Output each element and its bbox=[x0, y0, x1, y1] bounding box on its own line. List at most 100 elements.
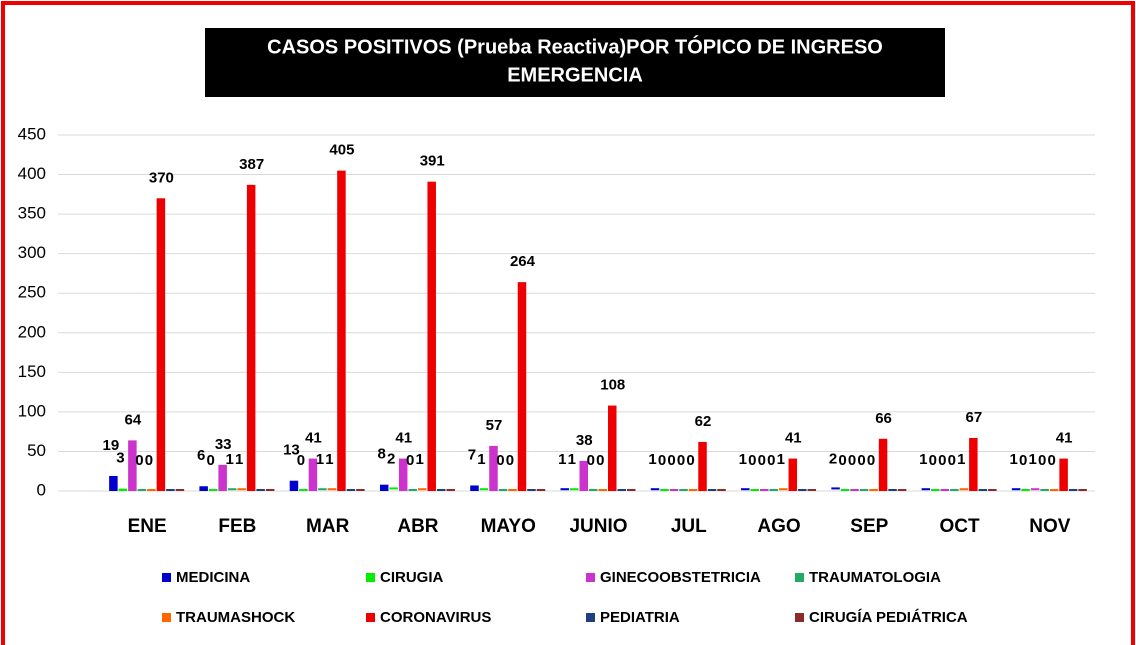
x-tick-label: MAYO bbox=[481, 516, 536, 537]
data-label: 33 bbox=[215, 436, 232, 453]
y-tick-label: 300 bbox=[18, 243, 46, 262]
data-label: 0 bbox=[596, 452, 604, 469]
bar bbox=[627, 489, 636, 491]
bar bbox=[741, 488, 750, 491]
bar bbox=[536, 489, 546, 491]
bar bbox=[479, 488, 489, 491]
data-label: 370 bbox=[149, 169, 174, 186]
data-label: 41 bbox=[785, 430, 802, 447]
x-tick-label: JUNIO bbox=[569, 516, 627, 537]
bar bbox=[436, 489, 446, 491]
legend-swatch bbox=[586, 573, 595, 582]
bar bbox=[608, 405, 617, 491]
bar bbox=[1040, 489, 1049, 491]
x-tick-label: ABR bbox=[397, 516, 438, 537]
data-label: 6 bbox=[197, 447, 205, 464]
data-label: 1 bbox=[225, 451, 233, 468]
bar bbox=[389, 487, 398, 490]
legend-label: CORONAVIRUS bbox=[380, 609, 491, 626]
bar bbox=[560, 488, 569, 491]
legend-label: CIRUGIA bbox=[380, 569, 444, 586]
x-tick-label: NOV bbox=[1029, 516, 1071, 537]
data-label: 1 bbox=[957, 451, 965, 468]
bar bbox=[408, 489, 417, 491]
bar bbox=[337, 170, 346, 491]
bar bbox=[831, 487, 840, 490]
bar bbox=[888, 489, 897, 491]
data-label: 391 bbox=[420, 153, 445, 170]
y-tick-label: 250 bbox=[18, 283, 46, 302]
data-label: 1 bbox=[1028, 451, 1036, 468]
legend-swatch bbox=[795, 613, 804, 622]
legend-label: MEDICINA bbox=[176, 569, 250, 586]
bar bbox=[246, 184, 256, 491]
legend-swatch bbox=[795, 573, 804, 582]
data-label: 66 bbox=[875, 410, 892, 427]
bar bbox=[256, 489, 265, 491]
bar bbox=[265, 489, 275, 491]
bar bbox=[669, 489, 679, 491]
data-label: 108 bbox=[600, 377, 625, 394]
y-tick-label: 0 bbox=[37, 480, 46, 499]
data-label: 1 bbox=[477, 451, 485, 468]
bar bbox=[118, 488, 128, 491]
bar bbox=[1049, 489, 1059, 491]
data-label: 67 bbox=[965, 409, 982, 426]
data-label: 57 bbox=[486, 417, 503, 434]
bar bbox=[798, 489, 807, 491]
legend-swatch bbox=[366, 613, 375, 622]
bar bbox=[379, 484, 389, 491]
x-tick-label: MAR bbox=[306, 516, 350, 537]
data-label: 0 bbox=[587, 452, 595, 469]
bar bbox=[679, 489, 688, 491]
data-label: 0 bbox=[667, 452, 675, 469]
data-label: 0 bbox=[496, 452, 504, 469]
bar bbox=[760, 489, 769, 491]
bar bbox=[859, 489, 869, 491]
data-label: 0 bbox=[857, 452, 865, 469]
bar bbox=[1030, 488, 1040, 491]
data-label: 3 bbox=[116, 450, 124, 467]
bar bbox=[1068, 489, 1078, 491]
data-label: 0 bbox=[506, 452, 514, 469]
data-label: 0 bbox=[206, 452, 214, 469]
bar bbox=[688, 489, 698, 491]
bar bbox=[931, 489, 940, 491]
bar bbox=[897, 489, 907, 491]
data-label: 0 bbox=[838, 452, 846, 469]
bar bbox=[788, 458, 798, 491]
bar bbox=[166, 489, 175, 491]
bar bbox=[589, 489, 598, 491]
bar bbox=[446, 489, 455, 491]
data-label: 1 bbox=[235, 451, 243, 468]
bar bbox=[940, 489, 950, 491]
data-label: 62 bbox=[695, 413, 712, 430]
bar bbox=[147, 489, 156, 491]
data-label: 0 bbox=[677, 452, 685, 469]
data-label: 0 bbox=[938, 452, 946, 469]
data-label: 0 bbox=[658, 452, 666, 469]
bar bbox=[840, 489, 850, 491]
y-tick-label: 400 bbox=[18, 164, 46, 183]
data-label: 0 bbox=[1019, 452, 1027, 469]
bar bbox=[398, 458, 408, 491]
bar bbox=[617, 489, 626, 491]
bar bbox=[650, 488, 660, 491]
data-label: 405 bbox=[329, 142, 354, 159]
bar bbox=[137, 489, 147, 491]
bar bbox=[698, 441, 707, 491]
bar bbox=[869, 489, 878, 491]
data-label: 0 bbox=[767, 452, 775, 469]
x-tick-label: OCT bbox=[940, 516, 981, 537]
data-label: 0 bbox=[297, 452, 305, 469]
bar bbox=[489, 445, 498, 491]
bar bbox=[959, 488, 969, 491]
bar bbox=[769, 489, 779, 491]
data-label: 1 bbox=[558, 451, 566, 468]
bar bbox=[950, 489, 959, 491]
data-label: 13 bbox=[283, 442, 300, 459]
data-label: 64 bbox=[125, 411, 142, 428]
bar bbox=[1059, 458, 1068, 491]
